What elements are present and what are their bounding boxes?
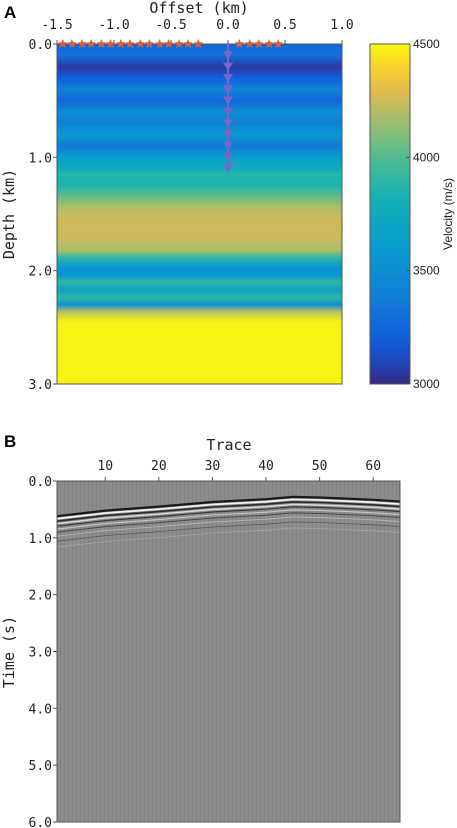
panel-a-y-tick-label: 3.0 [29,378,52,393]
source-marker [174,39,184,49]
panel-a-x-tick-label: 0.0 [216,18,239,33]
panel-a-y-title: Depth (km) [0,169,18,259]
arrival-wavelet [56,498,401,520]
source-marker [273,39,283,49]
panel-b-x-tick-label: 20 [151,459,167,474]
panel-a-y-tick-label: 0.0 [29,38,52,53]
arrival-wavelet [56,521,401,542]
panel-a-y-ticks: 0.0 1.0 2.0 3.0 [29,38,57,393]
panel-b-y-tick-label: 6.0 [29,816,52,828]
colorbar [369,43,411,385]
panel-a-y-tick-label: 1.0 [29,151,52,166]
source-marker [144,39,155,49]
receiver-marker [223,130,233,139]
panel-b-y-tick-label: 1.0 [29,532,52,547]
first-arrivals [56,495,401,548]
arrival-wavelet [56,527,401,548]
velocity-model [56,43,343,385]
receiver-marker [223,62,233,71]
receiver-marker [223,164,233,173]
source-marker [86,39,96,49]
receiver-marker [223,51,233,60]
shot-gather-frame [56,480,401,823]
panel-b-x-tick-label: 60 [365,459,381,474]
colorbar-title: Velocity (m/s) [441,178,455,250]
panel-a-x-tick-label: 0.5 [273,18,296,33]
panel-b-y-tick-label: 3.0 [29,646,52,661]
receiver-marker [223,74,233,82]
source-marker [234,39,245,49]
panel-b-y-tick-label: 2.0 [29,589,52,604]
receivers [223,51,233,173]
arrival-wavelet [56,506,401,527]
source-marker [154,39,165,49]
source-marker [96,39,107,49]
receiver-marker [223,96,233,105]
panel-a-x-tick-label: 1.0 [330,18,353,33]
receiver-marker [223,153,233,162]
panel-a-label: A [4,3,16,22]
panel-b-x-tick-label: 50 [312,459,328,474]
panel-a-y-tick-label: 2.0 [29,265,52,280]
colorbar-tick-label: 3000 [413,377,440,391]
panel-b-x-tick-label: 10 [97,459,113,474]
arrival-wavelet [56,495,401,518]
panel-b-x-tick-label: 40 [258,459,274,474]
panel-b-x-tick-label: 30 [205,459,221,474]
source-marker [105,39,116,49]
source-marker [77,39,87,49]
source-marker [116,39,126,49]
sources [57,39,283,49]
panel-b-y-title: Time (s) [0,616,18,688]
source-marker [254,39,264,49]
arrival-wavelet [56,509,401,530]
receiver-marker [223,85,233,94]
arrival-wavelet [56,512,401,533]
panel-b-y-tick-label: 5.0 [29,759,52,774]
arrival-wavelet [56,516,401,537]
receiver-marker [223,108,233,116]
panel-b-label: B [4,432,16,451]
colorbar-ticks: 3000 3500 4000 4500 [406,37,440,391]
source-marker [57,39,68,49]
source-marker [244,39,255,49]
colorbar-tick-label: 3500 [413,264,440,278]
source-marker [67,39,77,49]
receiver-marker [223,142,233,150]
source-marker [135,39,145,49]
panel-b-y-tick-label: 4.0 [29,702,52,717]
panel-b-y-tick-label: 0.0 [29,475,52,490]
panel-a-x-ticks: -1.5 -1.0 -0.5 0.0 0.5 1.0 [41,18,354,44]
panel-a-x-title: Offset (km) [149,0,248,17]
panel-b-y-ticks: 0.0 1.0 2.0 3.0 4.0 5.0 6.0 [29,475,57,828]
panel-b-x-ticks: 10 20 30 40 50 60 [97,459,381,481]
panel-a-x-tick-label: -0.5 [155,18,186,33]
panel-a-x-tick-label: -1.5 [41,18,72,33]
colorbar-tick-label: 4500 [413,37,440,51]
source-marker [163,39,174,49]
shot-gather-texture [57,481,400,822]
panel-a-x-tick-label: -1.0 [98,18,129,33]
panel-b-x-title: Trace [206,436,251,454]
receiver-marker [223,119,233,128]
source-marker [193,39,204,49]
source-marker [183,39,193,49]
arrival-wavelet [56,503,401,525]
source-marker [264,39,274,49]
colorbar-tick-label: 4000 [413,150,440,164]
source-marker [125,39,135,49]
arrival-wavelet [56,501,401,522]
